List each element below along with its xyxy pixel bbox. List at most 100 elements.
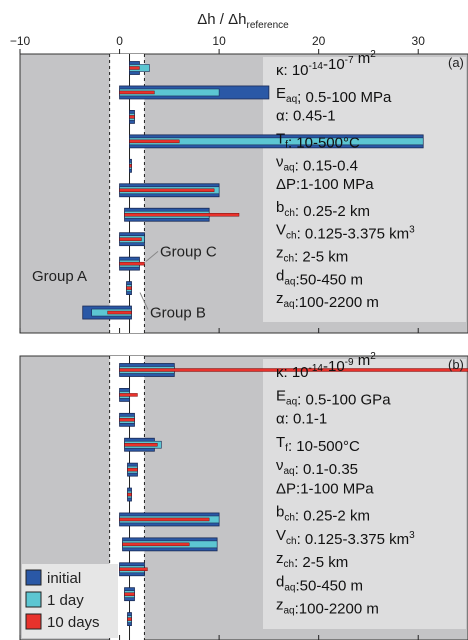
parameter-text: aq: [286, 94, 297, 105]
parameter-line: Vch: 0.125-3.375 km3: [276, 527, 415, 548]
x-tick-label: 30: [412, 34, 426, 48]
x-axis-title-main: Δh / Δh: [197, 11, 246, 28]
bar-10-days: [119, 393, 138, 397]
bar-10-days: [119, 90, 155, 95]
parameter-text: aq: [284, 162, 295, 173]
parameter-text: 2: [370, 351, 376, 362]
parameter-text: κ: 10: [276, 364, 309, 381]
parameter-line: Tf: 10-500°C: [276, 434, 360, 455]
parameter-text: : 10-500°C: [288, 438, 360, 455]
x-axis-title-sub: reference: [246, 20, 289, 31]
bar-10-days: [129, 115, 135, 119]
parameter-text: ch: [284, 208, 295, 219]
parameter-text: ch: [286, 536, 297, 547]
x-tick-label: 10: [212, 34, 226, 48]
parameter-text: T: [276, 434, 285, 451]
parameter-line: zaq:100-2200 m: [276, 290, 379, 311]
parameter-line: Vch: 0.125-3.375 km3: [276, 222, 415, 243]
bar-10-days: [127, 492, 132, 497]
legend-label: 1 day: [47, 592, 84, 609]
parameter-line: α: 0.1-1: [276, 411, 327, 428]
parameter-text: m: [354, 50, 371, 67]
parameter-line: κ: 10-14-10-9 m2: [276, 351, 376, 381]
parameter-text: b: [276, 504, 284, 521]
bar-10-days: [129, 139, 180, 144]
parameter-text: V: [276, 222, 286, 239]
parameter-text: : 0.25-2 km: [295, 203, 370, 220]
parameter-text: : 10-500°C: [288, 134, 360, 151]
bar-10-days: [124, 213, 240, 217]
parameter-line: κ: 10-14-10-7 m2: [276, 49, 376, 79]
parameter-text: f: [285, 443, 288, 454]
parameter-text: α: 0.1-1: [276, 411, 327, 428]
parameter-text: d: [276, 573, 284, 590]
parameter-line: ΔP:1-100 MPa: [276, 480, 374, 497]
parameter-text: : 0.15-0.4: [295, 157, 358, 174]
parameter-line: νaq: 0.1-0.35: [276, 457, 358, 478]
parameter-line: Tf: 10-500°C: [276, 130, 360, 151]
parameter-text: : 0.125-3.375 km: [297, 226, 410, 243]
bar-10-days: [127, 467, 138, 472]
bar-10-days: [119, 188, 215, 192]
bar-10-days: [129, 164, 132, 168]
parameter-text: z: [276, 597, 284, 614]
parameter-line: daq:50-450 m: [276, 573, 363, 594]
parameter-box: [263, 359, 466, 629]
parameter-line: νaq: 0.15-0.4: [276, 153, 358, 174]
bar-10-days: [119, 261, 145, 266]
x-tick-label: 20: [312, 34, 326, 48]
parameter-line: zch: 2-5 km: [276, 550, 348, 571]
parameter-text: ch: [284, 559, 295, 570]
parameter-text: : 2-5 km: [294, 554, 348, 571]
parameter-box: [263, 57, 466, 322]
parameter-text: -10: [323, 358, 345, 375]
panel-tag: (a): [448, 55, 464, 70]
parameter-text: z: [276, 290, 284, 307]
legend-swatch: [25, 613, 42, 630]
parameter-text: α: 0.45-1: [276, 108, 336, 125]
bar-10-days: [107, 310, 132, 315]
parameter-text: m: [354, 352, 371, 369]
parameter-text: E: [276, 85, 286, 102]
x-axis-top: Δh / Δhreference −10 0 10 20 30: [10, 11, 425, 54]
parameter-text: ν: [276, 153, 284, 170]
parameter-line: daq:50-450 m: [276, 267, 363, 288]
parameter-text: z: [276, 245, 284, 262]
group-b-leader: [139, 292, 149, 310]
parameter-text: aq: [284, 582, 295, 593]
legend-label: 10 days: [47, 614, 100, 631]
parameter-text: T: [276, 130, 285, 147]
parameter-text: aq: [284, 466, 295, 477]
parameter-text: ch: [284, 513, 295, 524]
parameter-text: : 0.25-2 km: [295, 508, 370, 525]
parameter-text: : 2-5 km: [294, 249, 348, 266]
parameter-text: V: [276, 527, 286, 544]
parameter-text: :50-450 m: [295, 271, 363, 288]
parameter-line: Eaq: 0.5-100 GPa: [276, 387, 391, 408]
parameter-text: -9: [345, 357, 354, 368]
panel-tag: (b): [448, 357, 464, 372]
parameter-text: -7: [345, 55, 354, 66]
parameter-text: z: [276, 550, 284, 567]
group-c-label: Group C: [160, 243, 217, 260]
parameter-text: d: [276, 267, 284, 284]
parameter-text: -14: [309, 61, 324, 72]
parameter-text: E: [276, 387, 286, 404]
group-c-leader: [145, 251, 159, 262]
parameter-line: zch: 2-5 km: [276, 245, 348, 266]
parameter-text: ΔP:1-100 MPa: [276, 176, 374, 193]
parameter-text: ; 0.5-100 MPa: [297, 89, 392, 106]
legend-swatch: [25, 569, 42, 586]
parameter-text: :100-2200 m: [295, 601, 379, 618]
legend: initial 1 day 10 days: [22, 564, 118, 638]
x-tick-label: −10: [10, 34, 31, 48]
bar-10-days: [122, 542, 190, 547]
parameter-line: α: 0.45-1: [276, 108, 336, 125]
parameter-text: : 0.125-3.375 km: [297, 531, 410, 548]
parameter-line: zaq:100-2200 m: [276, 597, 379, 618]
parameter-text: aq: [284, 606, 295, 617]
parameter-text: f: [285, 139, 288, 150]
parameter-text: 3: [409, 225, 415, 236]
bar-10-days: [119, 368, 468, 372]
